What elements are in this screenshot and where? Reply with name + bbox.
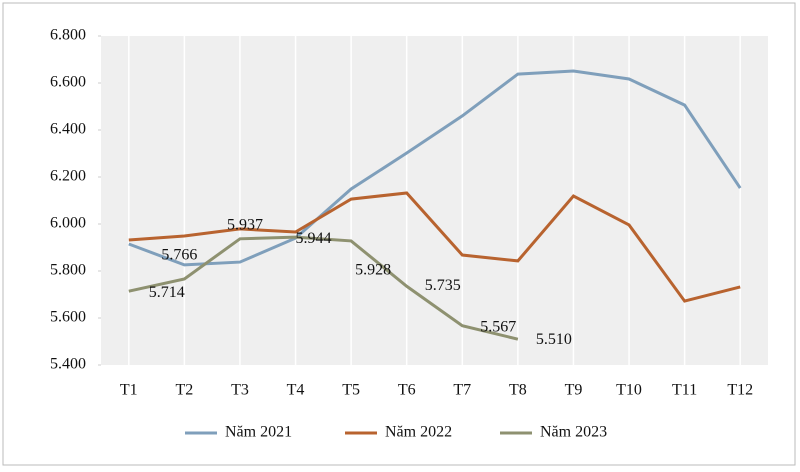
data-label: 5.944 xyxy=(296,230,332,247)
x-tick-label: T7 xyxy=(453,382,471,399)
x-tick-label: T3 xyxy=(231,382,249,399)
legend-label: Năm 2023 xyxy=(540,424,607,441)
y-tick-label: 5.800 xyxy=(50,262,86,279)
data-label: 5.928 xyxy=(355,262,391,279)
data-label: 5.735 xyxy=(425,277,461,294)
legend-label: Năm 2022 xyxy=(385,424,452,441)
y-tick-label: 6.800 xyxy=(50,27,86,44)
data-label: 5.766 xyxy=(161,247,197,264)
data-label: 5.510 xyxy=(536,331,572,348)
x-tick-label: T12 xyxy=(727,382,753,399)
y-tick-label: 6.200 xyxy=(50,168,86,185)
y-tick-label: 6.600 xyxy=(50,74,86,91)
x-tick-label: T5 xyxy=(342,382,360,399)
x-tick-label: T1 xyxy=(120,382,138,399)
legend-label: Năm 2021 xyxy=(225,424,292,441)
data-label: 5.937 xyxy=(227,216,263,233)
series-line xyxy=(128,69,742,267)
series-line xyxy=(128,191,741,303)
y-tick-label: 6.400 xyxy=(50,121,86,138)
series-line xyxy=(128,235,519,341)
x-tick-label: T2 xyxy=(175,382,193,399)
data-label: 5.714 xyxy=(149,284,185,301)
data-label: 5.567 xyxy=(480,318,516,335)
x-tick-label: T10 xyxy=(616,382,642,399)
y-tick-label: 6.000 xyxy=(50,215,86,232)
y-tick-label: 5.400 xyxy=(50,356,86,373)
y-tick-label: 5.600 xyxy=(50,309,86,326)
x-tick-label: T11 xyxy=(672,382,697,399)
x-tick-label: T9 xyxy=(565,382,583,399)
plot-area xyxy=(101,36,768,365)
x-tick-label: T4 xyxy=(287,382,305,399)
x-tick-label: T8 xyxy=(509,382,527,399)
x-tick-label: T6 xyxy=(398,382,416,399)
